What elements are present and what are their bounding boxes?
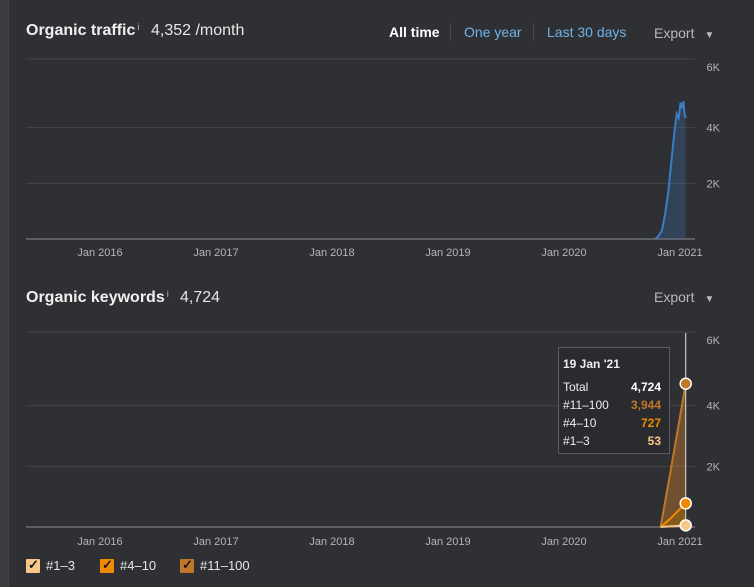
export-label: Export [654,289,695,305]
tooltip-row-total: Total 4,724 [563,380,661,396]
organic-keywords-value: 4,724 [180,289,221,306]
left-panel-edge [0,0,9,587]
range-divider [450,23,451,41]
legend-label: #1–3 [46,558,75,573]
organic-traffic-title: Organic traffic i [26,22,139,40]
tooltip-row-11-100: #11–100 3,944 [563,398,661,414]
export-label: Export [654,25,695,41]
tooltip-label: #4–10 [563,416,597,430]
chevron-down-icon: ▼ [704,30,715,41]
x-tick-label: Jan 2021 [657,536,702,548]
y-tick-label: 4K [707,123,721,135]
checkbox-icon[interactable]: ✓ [100,557,114,573]
range-one-year[interactable]: One year [464,24,522,40]
range-all-time[interactable]: All time [389,24,440,40]
info-icon[interactable]: i [166,289,169,299]
x-tick-label: Jan 2020 [541,536,586,548]
traffic-area [655,101,686,239]
range-divider [533,23,534,41]
tooltip-value: 4,724 [630,380,661,394]
hover-marker [679,519,692,532]
x-tick-label: Jan 2020 [541,247,586,259]
y-tick-label: 4K [707,401,721,413]
x-tick-label: Jan 2021 [657,247,702,259]
x-tick-label: Jan 2018 [309,536,354,548]
hover-marker [679,377,692,390]
keywords-tooltip: 19 Jan '21 Total 4,724 #11–100 3,944 #4–… [558,347,670,454]
legend-label: #4–10 [120,558,157,573]
y-tick-label: 6K [707,62,721,74]
tooltip-label: #1–3 [563,434,590,448]
tooltip-date: 19 Jan '21 [563,357,620,371]
keywords-area-2 [660,383,686,527]
tooltip-value: 53 [647,434,661,448]
x-tick-label: Jan 2016 [77,247,122,259]
x-tick-label: Jan 2019 [425,247,470,259]
organic-keywords-chart[interactable]: 6K 4K 2K Jan 2016 Jan 2017 Jan 2018 Jan 2019 Ja… [0,0,754,560]
x-tick-label: Jan 2019 [425,536,470,548]
tooltip-label: #11–100 [563,398,609,412]
chevron-down-icon: ▼ [704,294,715,305]
tooltip-value: 727 [640,416,661,430]
x-tick-label: Jan 2017 [193,536,238,548]
hover-marker [679,497,692,510]
traffic-line [654,101,687,240]
x-tick-label: Jan 2018 [309,247,354,259]
legend-label: #11–100 [200,558,250,573]
tooltip-row-4-10: #4–10 727 [563,416,661,432]
keywords-area-1 [660,503,686,527]
tooltip-label: Total [563,380,589,394]
tooltip-row-1-3: #1–3 53 [563,434,661,450]
organic-keywords-title: Organic keywords i [26,289,169,307]
keywords-line-2 [659,383,687,528]
keywords-line-1 [659,502,687,528]
range-last-30-days[interactable]: Last 30 days [547,24,627,40]
organic-traffic-chart[interactable]: 6K 4K 2K Jan 2016 Jan 2017 Jan 2018 Jan 2019 Ja… [0,0,754,270]
checkbox-icon[interactable]: ✓ [26,557,40,573]
info-icon[interactable]: i [137,22,140,32]
traffic-export-button[interactable]: Export ▼ [654,25,714,41]
y-tick-label: 6K [707,335,721,347]
organic-traffic-value: 4,352 /month [151,22,245,39]
x-tick-label: Jan 2017 [193,247,238,259]
checkbox-icon[interactable]: ✓ [180,557,194,573]
tooltip-value: 3,944 [630,398,661,412]
y-tick-label: 2K [707,461,721,473]
organic-keywords-title-text: Organic keywords [26,289,165,306]
y-tick-label: 2K [707,178,721,190]
organic-traffic-title-text: Organic traffic [26,22,136,39]
keywords-export-button[interactable]: Export ▼ [654,289,714,305]
x-tick-label: Jan 2016 [77,536,122,548]
